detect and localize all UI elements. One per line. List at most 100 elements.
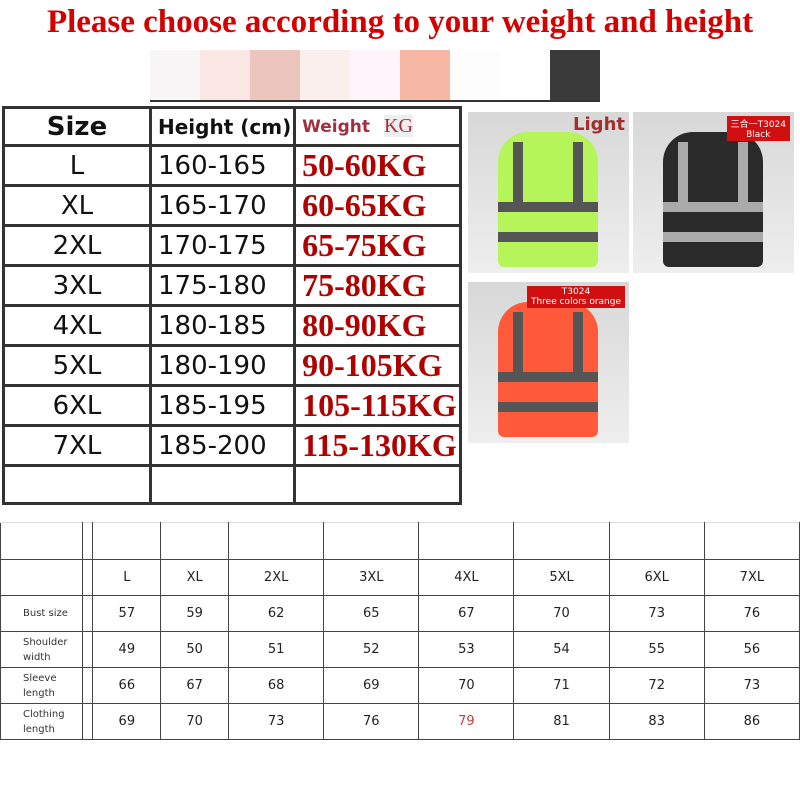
size-header: XL <box>160 559 230 596</box>
size-cell: 4XL <box>2 304 152 347</box>
measurement-value: 69 <box>323 667 420 704</box>
weight-cell: 115-130KG <box>293 424 462 467</box>
weight-cell: 75-80KG <box>293 264 462 307</box>
tag-code: 三合一T3024 <box>730 120 786 130</box>
color-swatch <box>200 50 250 100</box>
table-row: 5XL 180-190 90-105KG <box>2 344 462 387</box>
jacket-image: Light <box>468 112 629 273</box>
blank-cell <box>81 667 94 704</box>
header-weight-unit: KG <box>384 115 413 137</box>
table-header-row: Size Height (cm) Weight KG <box>2 106 462 147</box>
size-cell: 3XL <box>2 264 152 307</box>
empty-row <box>2 464 462 505</box>
measurement-value: 55 <box>608 631 705 668</box>
tag-code: T3024 <box>561 287 591 297</box>
jacket-image: T3024 Three colors orange <box>468 282 629 443</box>
measurement-value: 52 <box>323 631 420 668</box>
measurement-value: 71 <box>513 667 610 704</box>
size-cell: 2XL <box>2 224 152 267</box>
reflective-stripe <box>573 312 583 382</box>
size-header: 5XL <box>513 559 610 596</box>
header-weight: Weight KG <box>293 106 462 147</box>
measurement-value: 76 <box>703 595 800 632</box>
blank-cell <box>160 522 230 560</box>
blank-cell <box>608 522 705 560</box>
measurement-row: Sleeve length 66 67 68 69 70 71 72 73 <box>0 667 800 704</box>
weight-cell: 80-90KG <box>293 304 462 347</box>
reflective-stripe <box>738 142 748 212</box>
header-size: Size <box>2 106 152 147</box>
color-swatch <box>500 50 550 100</box>
measurement-value: 67 <box>160 667 230 704</box>
reflective-stripe <box>573 142 583 212</box>
header-weight-label: Weight <box>302 117 371 137</box>
color-swatch <box>250 50 300 100</box>
reflective-stripe <box>498 402 598 412</box>
measurement-value: 51 <box>228 631 325 668</box>
product-tag: T3024 Three colors orange <box>526 286 625 308</box>
table-row: 7XL 185-200 115-130KG <box>2 424 462 467</box>
color-swatch <box>400 50 450 100</box>
measurement-value: 79 <box>418 703 515 740</box>
measurement-row: Clothing length 69 70 73 76 79 81 83 86 <box>0 703 800 740</box>
size-header: 7XL <box>703 559 800 596</box>
measurement-value: 62 <box>228 595 325 632</box>
page-title: Please choose according to your weight a… <box>46 4 754 40</box>
color-swatch <box>350 50 400 100</box>
measurement-value: 73 <box>703 667 800 704</box>
color-swatch <box>150 50 200 100</box>
weight-cell: 50-60KG <box>293 144 462 187</box>
height-cell: 160-165 <box>148 144 297 187</box>
measurement-label: Shoulder width <box>0 631 83 668</box>
measurement-value: 57 <box>92 595 162 632</box>
measurement-value: 66 <box>92 667 162 704</box>
blank-cell <box>228 522 325 560</box>
reflective-stripe <box>663 232 763 242</box>
size-cell: 7XL <box>2 424 152 467</box>
size-cell: 6XL <box>2 384 152 427</box>
table-row: L 160-165 50-60KG <box>2 144 462 187</box>
jacket-image: 三合一T3024 Black <box>633 112 794 273</box>
size-cell: XL <box>2 184 152 227</box>
measurement-value: 73 <box>608 595 705 632</box>
table-row: 2XL 170-175 65-75KG <box>2 224 462 267</box>
height-cell: 180-185 <box>148 304 297 347</box>
size-header: 6XL <box>608 559 705 596</box>
weight-cell: 60-65KG <box>293 184 462 227</box>
measurement-label: Sleeve length <box>0 667 83 704</box>
color-label: Black <box>746 130 771 140</box>
reflective-stripe <box>513 142 523 212</box>
measurement-value: 73 <box>228 703 325 740</box>
height-cell: 185-195 <box>148 384 297 427</box>
reflective-stripe <box>498 202 598 212</box>
measurement-value: 70 <box>160 703 230 740</box>
color-swatch <box>450 50 500 100</box>
height-cell: 175-180 <box>148 264 297 307</box>
measurement-value: 70 <box>513 595 610 632</box>
measurement-value: 76 <box>323 703 420 740</box>
table-row: XL 165-170 60-65KG <box>2 184 462 227</box>
measurement-value: 70 <box>418 667 515 704</box>
blank-row <box>0 522 800 560</box>
measurement-value: 50 <box>160 631 230 668</box>
blank-cell <box>81 595 94 632</box>
measurement-row: Shoulder width 49 50 51 52 53 54 55 56 <box>0 631 800 668</box>
color-swatch <box>550 50 600 100</box>
size-header: 3XL <box>323 559 420 596</box>
measurement-value: 68 <box>228 667 325 704</box>
size-header: 2XL <box>228 559 325 596</box>
reflective-stripe <box>513 312 523 382</box>
height-cell: 180-190 <box>148 344 297 387</box>
color-swatches <box>150 50 600 102</box>
size-cell: 5XL <box>2 344 152 387</box>
measurement-value: 72 <box>608 667 705 704</box>
measurement-value: 53 <box>418 631 515 668</box>
blank-cell <box>0 559 83 596</box>
weight-cell: 65-75KG <box>293 224 462 267</box>
blank-cell <box>81 559 94 596</box>
header-height: Height (cm) <box>148 106 297 147</box>
blank-cell <box>81 703 94 740</box>
reflective-stripe <box>678 142 688 212</box>
table-row: 3XL 175-180 75-80KG <box>2 264 462 307</box>
measurement-value: 69 <box>92 703 162 740</box>
